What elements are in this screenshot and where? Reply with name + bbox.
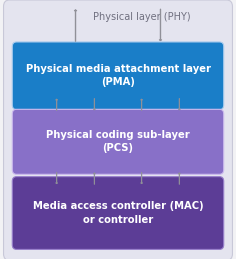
Text: Physical coding sub-layer
(PCS): Physical coding sub-layer (PCS) [46, 130, 190, 153]
Text: Physical media attachment layer
(PMA): Physical media attachment layer (PMA) [25, 64, 211, 87]
FancyBboxPatch shape [4, 0, 232, 259]
FancyBboxPatch shape [12, 42, 224, 110]
FancyBboxPatch shape [12, 177, 224, 249]
Text: Physical layer (PHY): Physical layer (PHY) [93, 12, 190, 22]
FancyBboxPatch shape [12, 109, 224, 174]
Text: Media access controller (MAC)
or controller: Media access controller (MAC) or control… [33, 202, 203, 225]
